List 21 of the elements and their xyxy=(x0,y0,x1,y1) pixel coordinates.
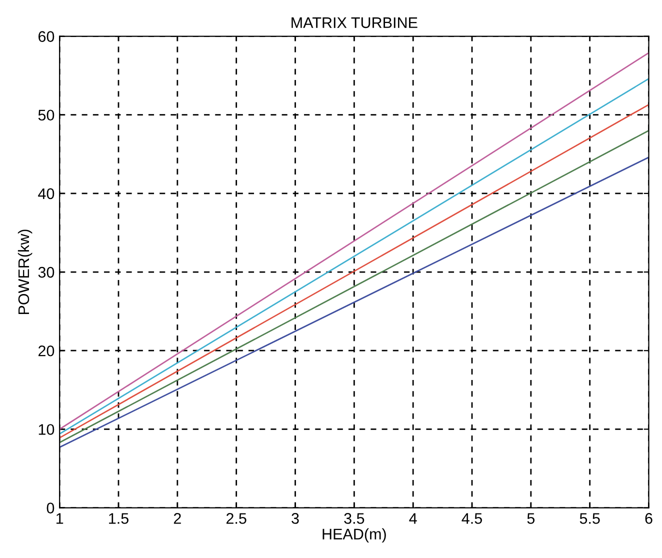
chart-title: MATRIX TURBINE xyxy=(292,17,418,28)
x-tick-label: 5.5 xyxy=(580,513,600,524)
x-tick-label: 4.5 xyxy=(462,513,482,524)
x-tick-label: 5 xyxy=(527,513,535,524)
y-tick-label: 20 xyxy=(38,345,54,356)
x-tick-label: 3.5 xyxy=(344,513,364,524)
x-tick-label: 6 xyxy=(645,513,652,524)
y-tick-label: 60 xyxy=(38,31,54,42)
y-tick-label: 40 xyxy=(38,188,54,200)
x-axis-title: HEAD(m) xyxy=(322,528,386,543)
x-tick-label: 2.5 xyxy=(226,513,246,524)
y-tick-label: 10 xyxy=(38,424,54,435)
x-tick-label: 2 xyxy=(174,513,181,524)
y-tick-label: 50 xyxy=(38,110,54,121)
x-tick-label: 4 xyxy=(409,513,417,524)
x-tick-label: 3 xyxy=(292,513,299,524)
x-tick-label: 1.5 xyxy=(109,513,128,524)
y-tick-label: 0 xyxy=(46,502,54,514)
y-tick-label: 30 xyxy=(38,266,54,278)
x-tick-label: 1 xyxy=(56,513,64,524)
y-axis-title: POWER(kw) xyxy=(18,230,32,314)
